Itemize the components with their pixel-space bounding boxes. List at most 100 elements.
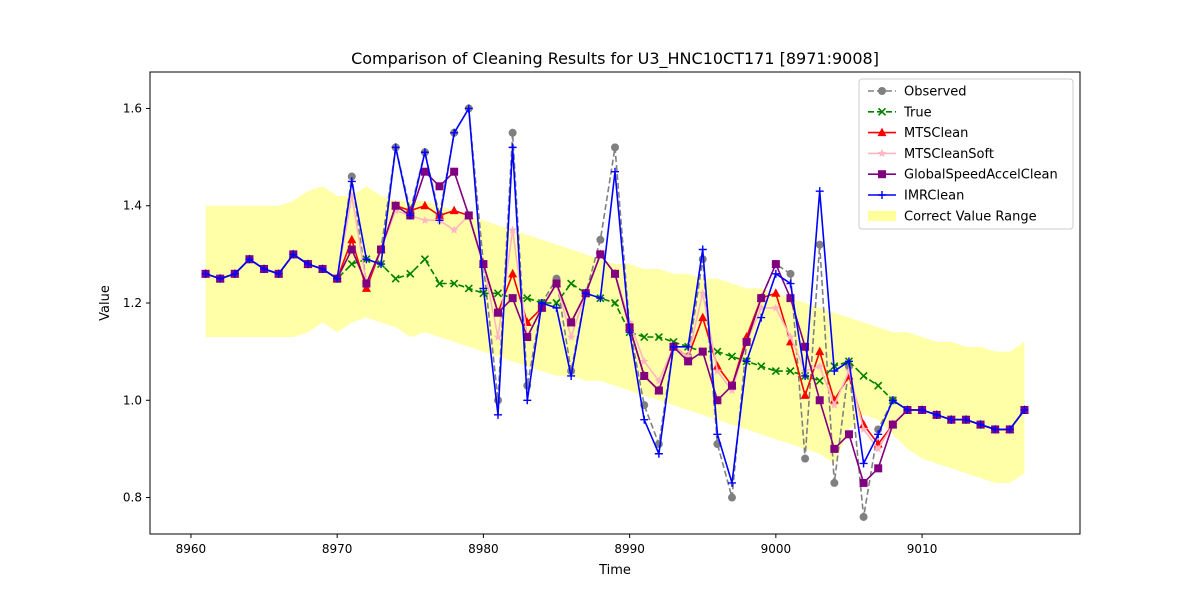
imrclean-point: [245, 255, 254, 264]
globalspeedaccelclean-point: [742, 337, 751, 346]
true-point: [523, 294, 532, 303]
imrclean-point: [406, 211, 415, 220]
imrclean-point: [596, 294, 605, 303]
imrclean-point: [742, 357, 751, 366]
legend-marker-mtscleansoft: [877, 148, 887, 157]
legend-label-mtsclean: MTSClean: [904, 126, 968, 141]
observed-point: [859, 512, 868, 521]
mtscleansoft-point: [713, 366, 722, 375]
true-point: [859, 371, 868, 381]
imrclean-point: [932, 410, 941, 419]
mtsclean-point: [800, 390, 810, 399]
observed-point: [347, 172, 356, 181]
imrclean-point: [757, 313, 766, 322]
globalspeedaccelclean-point: [435, 182, 444, 191]
imrclean-point: [318, 264, 327, 273]
mtsclean-point: [435, 210, 445, 219]
globalspeedaccelclean-point: [567, 318, 576, 327]
x-tick-label: 8970: [322, 542, 353, 556]
imrclean-point: [537, 299, 546, 307]
x-axis-label: Time: [598, 563, 631, 578]
legend: Observed True MTSClean MTSCleanSoft GlobalSp…: [858, 78, 1074, 230]
globalspeedaccelclean-point: [420, 167, 429, 176]
imrclean-point: [786, 279, 795, 288]
mtsclean-point: [347, 234, 357, 244]
imrclean-point: [947, 415, 956, 424]
globalspeedaccelclean-point: [801, 342, 810, 351]
true-point: [640, 332, 649, 342]
imrclean-point: [494, 410, 503, 419]
true-point: [654, 332, 663, 342]
true-point: [420, 255, 429, 264]
imrclean-point: [713, 430, 722, 439]
legend-swatch-correct-value-range: [868, 210, 896, 221]
globalspeedaccelclean-point: [640, 371, 649, 380]
imrclean-point: [1005, 425, 1014, 434]
imrclean-point: [450, 128, 459, 137]
true-point: [552, 298, 561, 308]
globalspeedaccelclean-point: [464, 211, 473, 220]
mtscleansoft-point: [391, 206, 400, 215]
true-point: [771, 367, 780, 376]
mtsclean-point: [449, 205, 459, 215]
y-tick-label: 1.6: [123, 101, 142, 115]
imrclean-point: [1020, 405, 1029, 414]
globalspeedaccelclean-point: [771, 260, 780, 269]
imrclean-point: [260, 264, 269, 273]
y-tick-label: 0.8: [123, 491, 142, 505]
imrclean-point: [289, 250, 298, 259]
mtscleansoft-point: [873, 444, 883, 453]
legend-marker-mtsclean: [877, 127, 887, 137]
mtscleansoft-point: [420, 215, 430, 224]
imrclean-point: [479, 284, 488, 293]
imrclean-point: [347, 177, 356, 186]
legend-marker-imrclean: [878, 191, 886, 199]
true-point: [347, 260, 356, 269]
globalspeedaccelclean-point: [450, 167, 459, 176]
globalspeedaccelclean-point: [786, 294, 795, 303]
globalspeedaccelclean-point: [698, 347, 707, 356]
legend-label-observed: Observed: [904, 85, 967, 100]
globalspeedaccelclean-point: [523, 333, 532, 342]
imrclean-point: [976, 420, 985, 429]
y-tick-label: 1.4: [123, 199, 142, 213]
mtsclean-point: [361, 283, 371, 292]
true-point: [874, 381, 883, 390]
mtscleansoft-point: [771, 303, 781, 312]
observed-point: [596, 235, 605, 244]
true-point: [391, 274, 400, 283]
imrclean-point: [420, 148, 429, 157]
globalspeedaccelclean-point: [596, 250, 605, 259]
imrclean-point: [216, 274, 225, 283]
imrclean-point: [698, 245, 707, 254]
mtscleansoft-point: [508, 225, 517, 234]
y-axis-ticks: 0.8 1.0 1.2 1.4 1.6: [123, 101, 150, 505]
mtscleansoft-point: [815, 361, 824, 370]
imrclean-point: [333, 274, 342, 283]
globalspeedaccelclean-point: [874, 464, 883, 473]
observed-point: [830, 478, 839, 487]
imrclean-point: [903, 405, 912, 414]
imrclean-point: [611, 167, 619, 176]
mtscleansoft-point: [493, 332, 503, 341]
true-point: [406, 269, 415, 278]
legend-marker-globalspeedaccelclean: [878, 170, 886, 179]
value-range-band: [205, 186, 1025, 483]
imrclean-point: [918, 405, 927, 414]
true-point: [567, 279, 576, 288]
globalspeedaccelclean-point: [391, 201, 400, 210]
globalspeedaccelclean-point: [494, 308, 503, 317]
imrclean-point: [625, 328, 634, 337]
mtscleansoft-point: [727, 386, 737, 395]
x-tick-label: 8980: [468, 542, 499, 556]
legend-marker-observed: [878, 87, 886, 95]
x-tick-label: 8990: [614, 542, 645, 556]
legend-label-true: True: [903, 105, 932, 120]
x-tick-label: 9000: [761, 542, 792, 556]
series-layer: [201, 104, 1029, 521]
imrclean-point: [230, 269, 239, 278]
imrclean-point: [303, 260, 312, 269]
observed-point: [727, 493, 736, 502]
imrclean-point: [830, 367, 839, 376]
